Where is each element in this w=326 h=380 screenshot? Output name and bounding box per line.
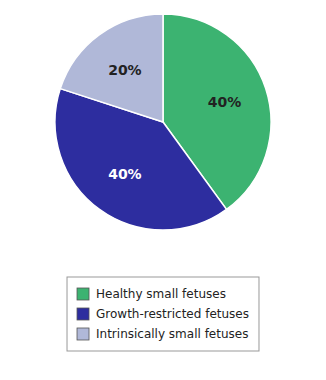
legend-label: Healthy small fetuses (96, 287, 226, 301)
legend-frame (67, 277, 259, 351)
data-label: 40% (208, 94, 242, 110)
legend: Healthy small fetuses Growth-restricted f… (67, 277, 259, 351)
pie (55, 14, 271, 230)
legend-swatch (77, 328, 89, 340)
legend-swatch (77, 308, 89, 320)
data-label: 20% (108, 62, 142, 78)
data-labels: 40% 40% 20% (108, 62, 241, 183)
chart: 40% 40% 20% Healthy small fetuses Growth-res… (0, 0, 326, 380)
chart-container: 40% 40% 20% Healthy small fetuses Growth-res… (0, 0, 326, 380)
legend-label: Growth-restricted fetuses (96, 307, 249, 321)
data-label: 40% (108, 166, 142, 182)
pie-slice (60, 14, 163, 122)
legend-swatch (77, 288, 89, 300)
legend-label: Intrinsically small fetuses (96, 327, 248, 341)
